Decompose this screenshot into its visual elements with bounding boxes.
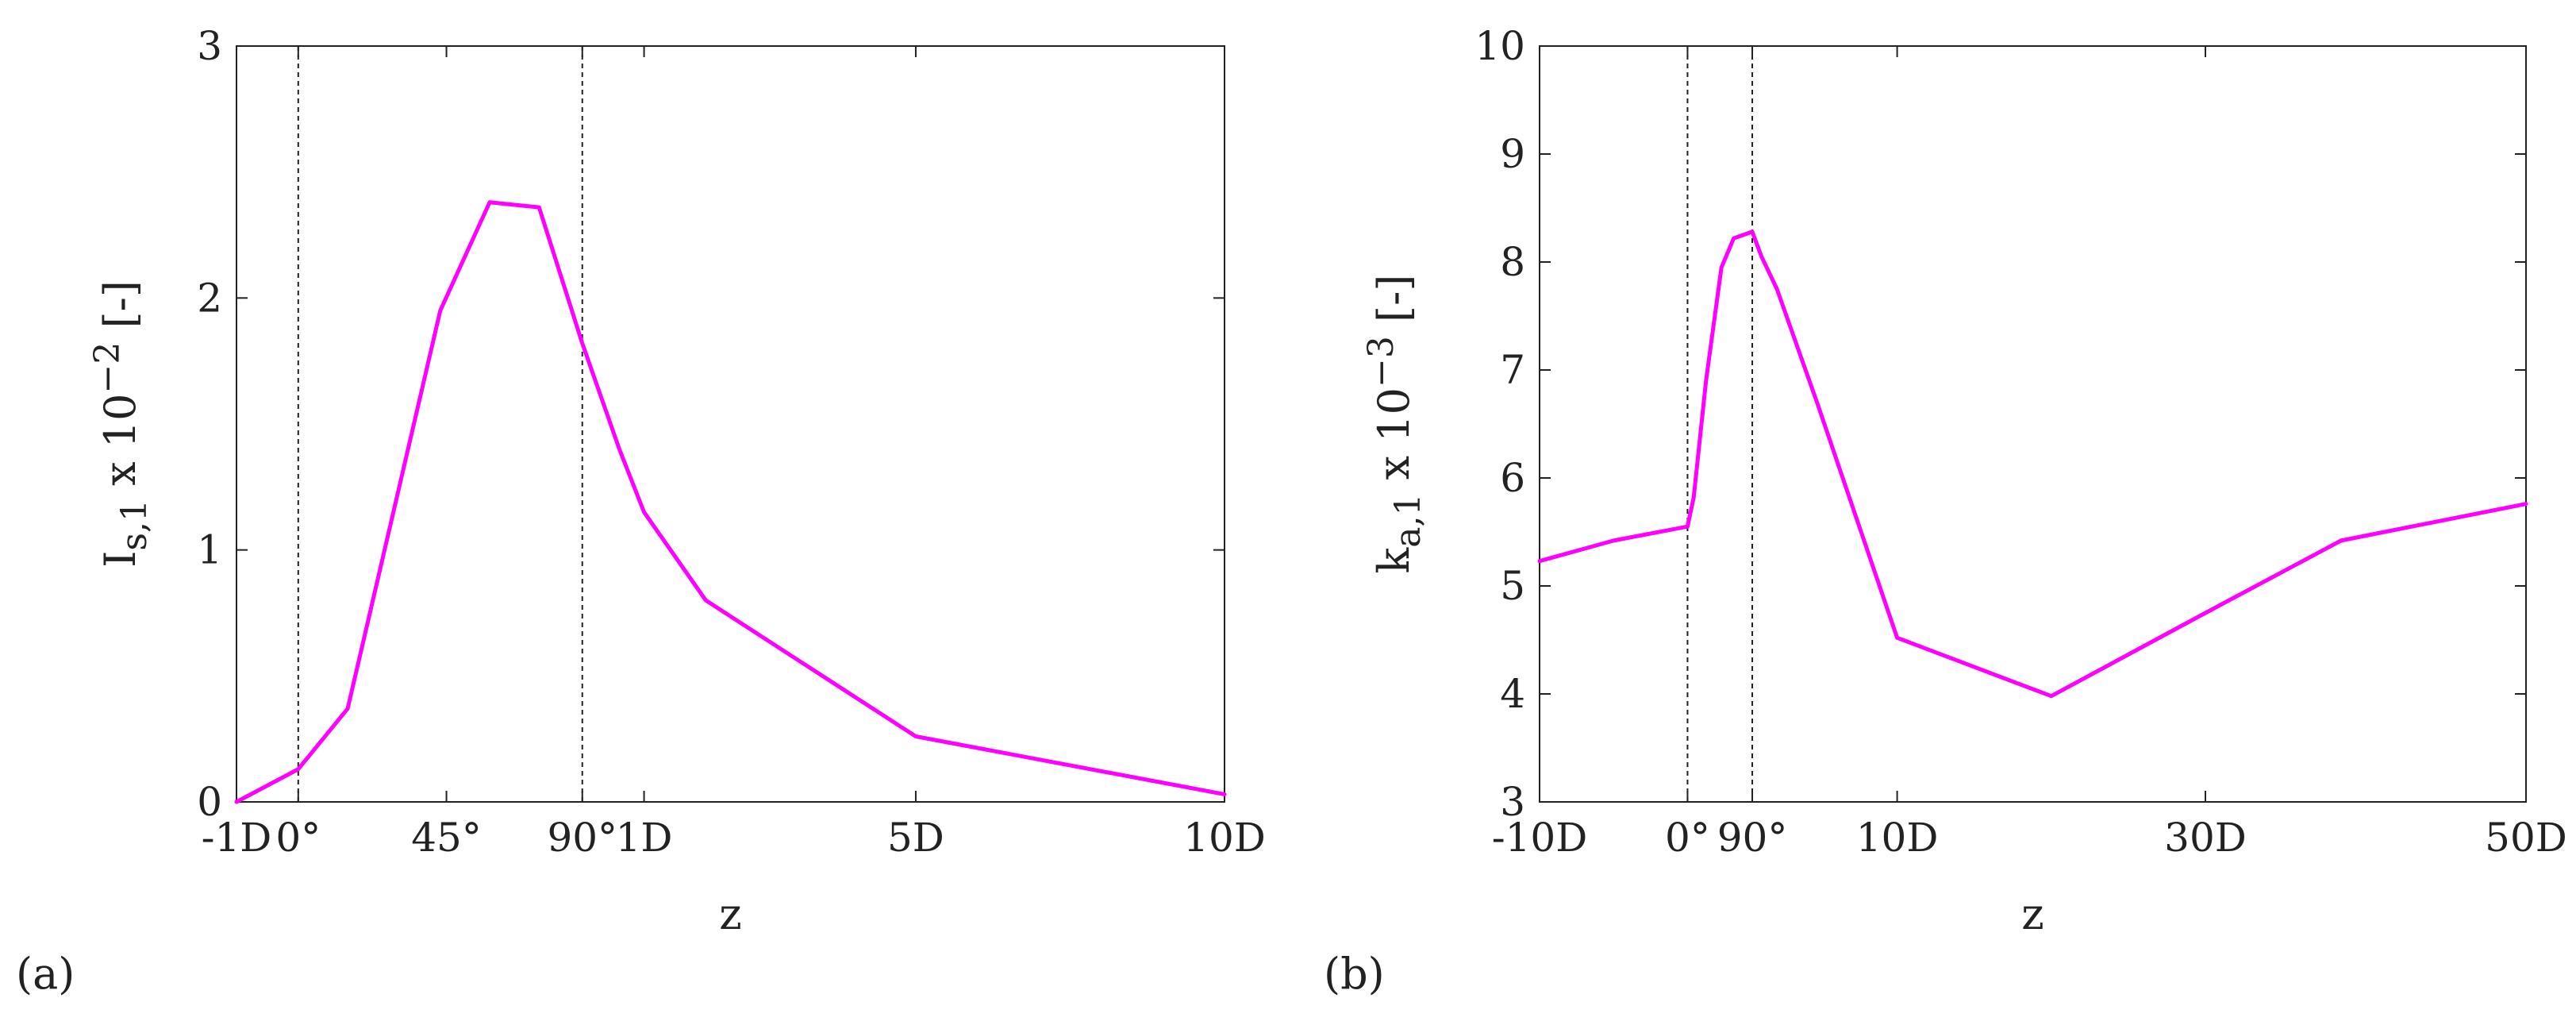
ytick-label: 0 bbox=[197, 779, 222, 825]
panel-label: (a) bbox=[16, 949, 75, 999]
ytick-label: 5 bbox=[1500, 563, 1525, 609]
ytick-label: 2 bbox=[197, 275, 222, 321]
x-axis-label: z bbox=[719, 889, 741, 939]
y-axis-label-part-2: x 10 bbox=[1369, 387, 1419, 494]
xtick-label: -1D bbox=[202, 815, 272, 861]
xtick-label: 90° bbox=[1717, 815, 1788, 861]
xtick-label: 10D bbox=[1856, 815, 1939, 861]
ytick-label: 9 bbox=[1500, 131, 1525, 177]
y-axis-label-part-0: k bbox=[1369, 546, 1419, 573]
series-line-0 bbox=[1537, 229, 2528, 699]
y-axis-label: Is,1 x 10−2 [-] bbox=[87, 280, 155, 568]
ytick-label: 3 bbox=[1500, 779, 1525, 825]
panel-label: (b) bbox=[1324, 949, 1385, 999]
xtick-label: 1D bbox=[616, 815, 673, 861]
y-axis-label-part-1: a,1 bbox=[1388, 493, 1428, 547]
xtick-label: 30D bbox=[2164, 815, 2247, 861]
ytick-label: 7 bbox=[1500, 347, 1525, 393]
ytick-label: 10 bbox=[1474, 23, 1525, 69]
xtick-label: 0° bbox=[275, 815, 321, 861]
y-axis-label-part-4: [-] bbox=[1369, 275, 1419, 337]
xtick-label: 90° bbox=[547, 815, 617, 861]
ytick-label: 6 bbox=[1500, 455, 1525, 501]
y-axis-label-part-3: −2 bbox=[87, 342, 128, 394]
axes-frame bbox=[236, 45, 1225, 803]
ytick-label: 3 bbox=[197, 23, 222, 69]
xtick-label: 10D bbox=[1183, 815, 1266, 861]
panel-a: 0 1 2 3 -1D 0° 45° 90°1D 5D 10D z Is,1 x 10−2 [-] (a… bbox=[16, 23, 1266, 999]
y-axis-label: ka,1 x 10−3 [-] bbox=[1361, 275, 1428, 574]
y-axis-label-part-0: I bbox=[95, 551, 145, 568]
xtick-label: -10D bbox=[1492, 815, 1588, 861]
axes-frame bbox=[1539, 45, 2527, 803]
xtick-label: 45° bbox=[411, 815, 482, 861]
xtick-label: 5D bbox=[887, 815, 944, 861]
ytick-label: 8 bbox=[1500, 239, 1525, 285]
y-axis-label-part-4: [-] bbox=[95, 280, 145, 342]
xtick-label: 0° bbox=[1665, 815, 1710, 861]
y-axis-label-part-2: x 10 bbox=[95, 394, 145, 500]
x-axis-label: z bbox=[2021, 889, 2043, 939]
xtick-label: 50D bbox=[2485, 815, 2567, 861]
y-axis-label-part-1: s,1 bbox=[114, 499, 155, 551]
ytick-label: 1 bbox=[197, 527, 222, 573]
y-axis-label-part-3: −3 bbox=[1361, 336, 1401, 387]
panel-b: 3 4 5 6 7 8 9 10 -10D 0° 90° 10D 30D 50D z ka,1 x 10−3 … bbox=[1324, 23, 2567, 999]
series-line-0 bbox=[234, 200, 1227, 804]
ytick-label: 4 bbox=[1500, 671, 1525, 717]
